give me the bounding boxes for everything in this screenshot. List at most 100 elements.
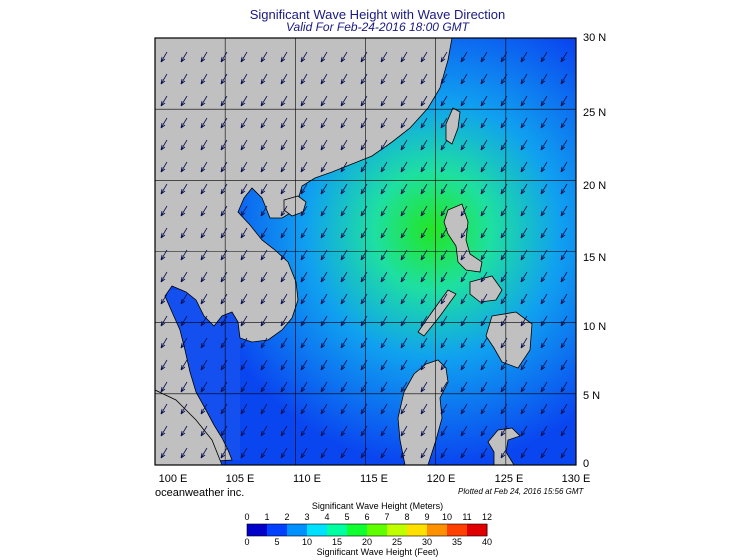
wave-direction-arrow bbox=[320, 117, 328, 129]
wave-direction-arrow bbox=[220, 227, 228, 239]
wave-direction-arrow bbox=[400, 51, 408, 63]
wave-direction-arrow bbox=[300, 117, 308, 129]
wave-direction-arrow bbox=[380, 425, 388, 437]
wave-direction-arrow bbox=[340, 359, 348, 371]
wave-direction-arrow bbox=[160, 381, 168, 393]
wave-direction-arrow bbox=[440, 381, 448, 393]
wave-direction-arrow bbox=[460, 381, 468, 393]
colorbar-meters-tick: 10 bbox=[441, 512, 453, 522]
lon-label: 105 E bbox=[225, 473, 255, 485]
wave-direction-arrow bbox=[500, 183, 508, 195]
wave-direction-arrow bbox=[160, 117, 168, 129]
wave-direction-arrow bbox=[480, 95, 488, 107]
wave-direction-arrow bbox=[460, 205, 468, 217]
colorbar-feet-tick: 10 bbox=[301, 537, 313, 547]
wave-direction-arrow bbox=[260, 95, 268, 107]
wave-direction-arrow bbox=[240, 249, 248, 261]
wave-direction-arrow bbox=[380, 227, 388, 239]
wave-direction-arrow bbox=[360, 73, 368, 85]
wave-direction-arrow bbox=[340, 271, 348, 283]
wave-direction-arrow bbox=[220, 425, 228, 437]
credit-text: oceanweather inc. bbox=[155, 487, 245, 499]
lat-label: 15 N bbox=[583, 252, 607, 264]
wave-direction-arrow bbox=[280, 95, 288, 107]
wave-direction-arrow bbox=[360, 359, 368, 371]
wave-direction-arrow bbox=[560, 359, 568, 371]
lat-label: 25 N bbox=[583, 107, 607, 119]
wave-direction-arrow bbox=[280, 139, 288, 151]
wave-direction-arrow bbox=[460, 117, 468, 129]
wave-direction-arrow bbox=[500, 205, 508, 217]
wave-direction-arrow bbox=[240, 403, 248, 415]
wave-direction-arrow bbox=[260, 249, 268, 261]
wave-direction-arrow bbox=[280, 359, 288, 371]
wave-direction-arrow bbox=[180, 403, 188, 415]
wave-direction-arrow bbox=[380, 117, 388, 129]
wave-direction-arrow bbox=[460, 293, 468, 305]
lon-label: 125 E bbox=[494, 473, 524, 485]
wave-direction-arrow bbox=[180, 205, 188, 217]
wave-direction-arrow bbox=[300, 183, 308, 195]
lon-label: 130 E bbox=[561, 473, 591, 485]
wave-direction-arrow bbox=[400, 73, 408, 85]
wave-direction-arrow bbox=[420, 249, 428, 261]
wave-direction-arrow bbox=[380, 359, 388, 371]
wave-direction-arrow bbox=[400, 447, 408, 459]
colorbar-meters-tick: 4 bbox=[324, 512, 330, 522]
wave-direction-arrow bbox=[440, 51, 448, 63]
wave-direction-arrow bbox=[540, 271, 548, 283]
wave-direction-arrow bbox=[260, 183, 268, 195]
wave-direction-arrow bbox=[560, 139, 568, 151]
wave-direction-arrow bbox=[200, 183, 208, 195]
wave-direction-arrow bbox=[500, 403, 508, 415]
wave-direction-arrow bbox=[320, 139, 328, 151]
colorbar-feet-tick: 0 bbox=[244, 537, 250, 547]
wave-direction-arrow bbox=[200, 51, 208, 63]
wave-direction-arrow bbox=[180, 315, 188, 327]
wave-direction-arrow bbox=[460, 73, 468, 85]
wave-direction-arrow bbox=[320, 249, 328, 261]
wave-direction-arrow bbox=[540, 447, 548, 459]
wave-direction-arrow bbox=[160, 447, 168, 459]
wave-direction-arrow bbox=[380, 381, 388, 393]
wave-direction-arrow bbox=[380, 73, 388, 85]
wave-direction-arrow bbox=[280, 51, 288, 63]
colorbar-segment bbox=[407, 524, 428, 536]
wave-direction-arrow bbox=[160, 73, 168, 85]
wave-direction-arrow bbox=[240, 205, 248, 217]
colorbar-frame bbox=[246, 523, 488, 537]
colorbar-meters-tick: 1 bbox=[264, 512, 270, 522]
wave-direction-arrow bbox=[440, 183, 448, 195]
wave-direction-arrow bbox=[500, 271, 508, 283]
wave-direction-arrow bbox=[240, 227, 248, 239]
wave-direction-arrow bbox=[440, 227, 448, 239]
wave-direction-arrow bbox=[400, 139, 408, 151]
wave-direction-arrow bbox=[280, 161, 288, 173]
wave-direction-arrow bbox=[200, 95, 208, 107]
wave-direction-arrow bbox=[280, 205, 288, 217]
wave-direction-arrow bbox=[280, 227, 288, 239]
wave-direction-arrow bbox=[280, 73, 288, 85]
wave-direction-arrow bbox=[220, 271, 228, 283]
wave-direction-arrow bbox=[440, 293, 448, 305]
wave-direction-arrow bbox=[260, 315, 268, 327]
wave-direction-arrow bbox=[340, 183, 348, 195]
wave-direction-arrow bbox=[560, 293, 568, 305]
wave-direction-arrow bbox=[540, 205, 548, 217]
wave-direction-arrow bbox=[260, 381, 268, 393]
wave-direction-arrow bbox=[500, 95, 508, 107]
wave-direction-arrow bbox=[340, 139, 348, 151]
wave-direction-arrow bbox=[240, 161, 248, 173]
wave-direction-arrow bbox=[220, 95, 228, 107]
wave-direction-arrow bbox=[440, 205, 448, 217]
wave-direction-arrow bbox=[540, 183, 548, 195]
wave-direction-arrow bbox=[220, 183, 228, 195]
wave-direction-arrow bbox=[380, 161, 388, 173]
wave-direction-arrow bbox=[500, 139, 508, 151]
wave-direction-arrow bbox=[400, 95, 408, 107]
wave-direction-arrow bbox=[260, 337, 268, 349]
wave-direction-arrow bbox=[340, 425, 348, 437]
wave-direction-arrow bbox=[380, 205, 388, 217]
wave-direction-arrow bbox=[360, 117, 368, 129]
wave-direction-arrow bbox=[480, 117, 488, 129]
